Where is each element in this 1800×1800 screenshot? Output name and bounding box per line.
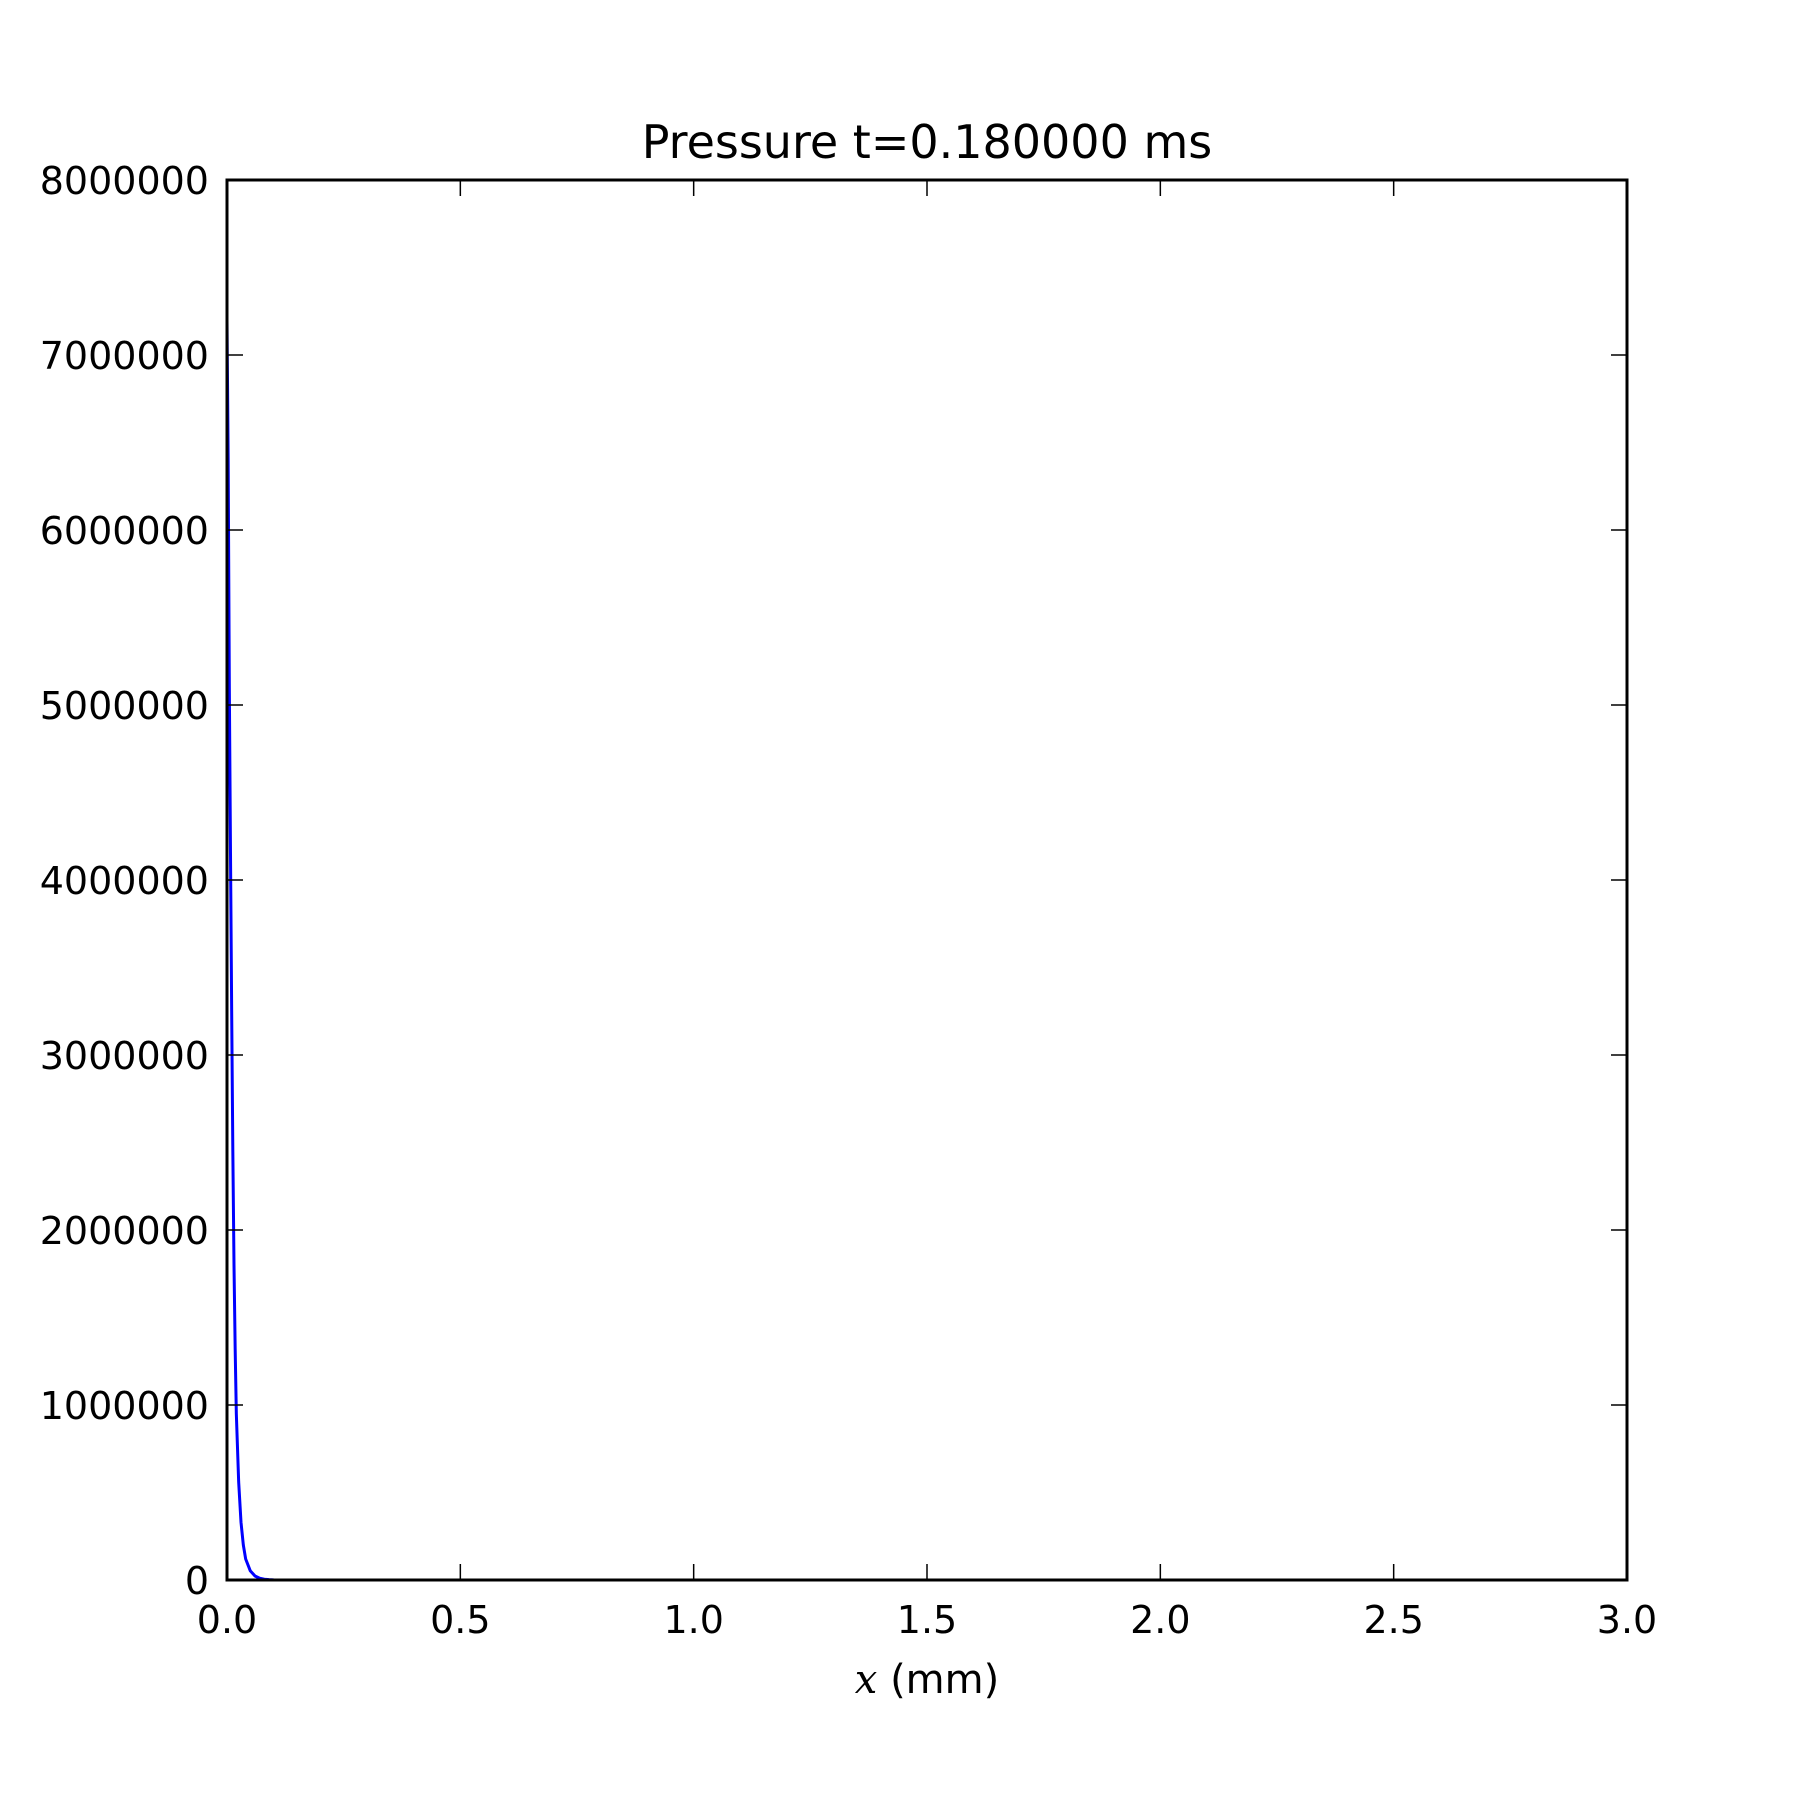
y-tick-label: 0 [185,1559,209,1603]
x-tick-label: 3.0 [1597,1598,1657,1642]
y-tick-label: 7000000 [40,334,209,378]
y-tick-label: 1000000 [40,1384,209,1428]
x-tick-label: 0.0 [197,1598,257,1642]
y-tick-label: 2000000 [40,1209,209,1253]
x-axis-label: x (mm) [855,1657,999,1703]
chart-title: Pressure t=0.180000 ms [642,115,1213,169]
y-tick-label: 8000000 [40,159,209,203]
plot-area [225,319,1627,1582]
x-tick-label: 1.0 [663,1598,723,1642]
axes: 0.0 0.5 1.0 1.5 2.0 2.5 3.0 0 1000000 2000000 3000… [40,159,1657,1642]
x-axis-variable: x [855,1657,878,1703]
y-tick-label: 6000000 [40,509,209,553]
y-tick-label: 5000000 [40,684,209,728]
x-tick-label: 2.5 [1363,1598,1423,1642]
x-axis-unit: (mm) [890,1657,999,1703]
x-tick-label: 1.5 [897,1598,957,1642]
y-tick-label: 4000000 [40,859,209,903]
axes-frame [225,178,1629,1582]
x-tick-label: 2.0 [1130,1598,1190,1642]
y-tick-label: 3000000 [40,1034,209,1078]
series-line-0 [225,319,1627,1582]
x-tick-label: 0.5 [430,1598,490,1642]
